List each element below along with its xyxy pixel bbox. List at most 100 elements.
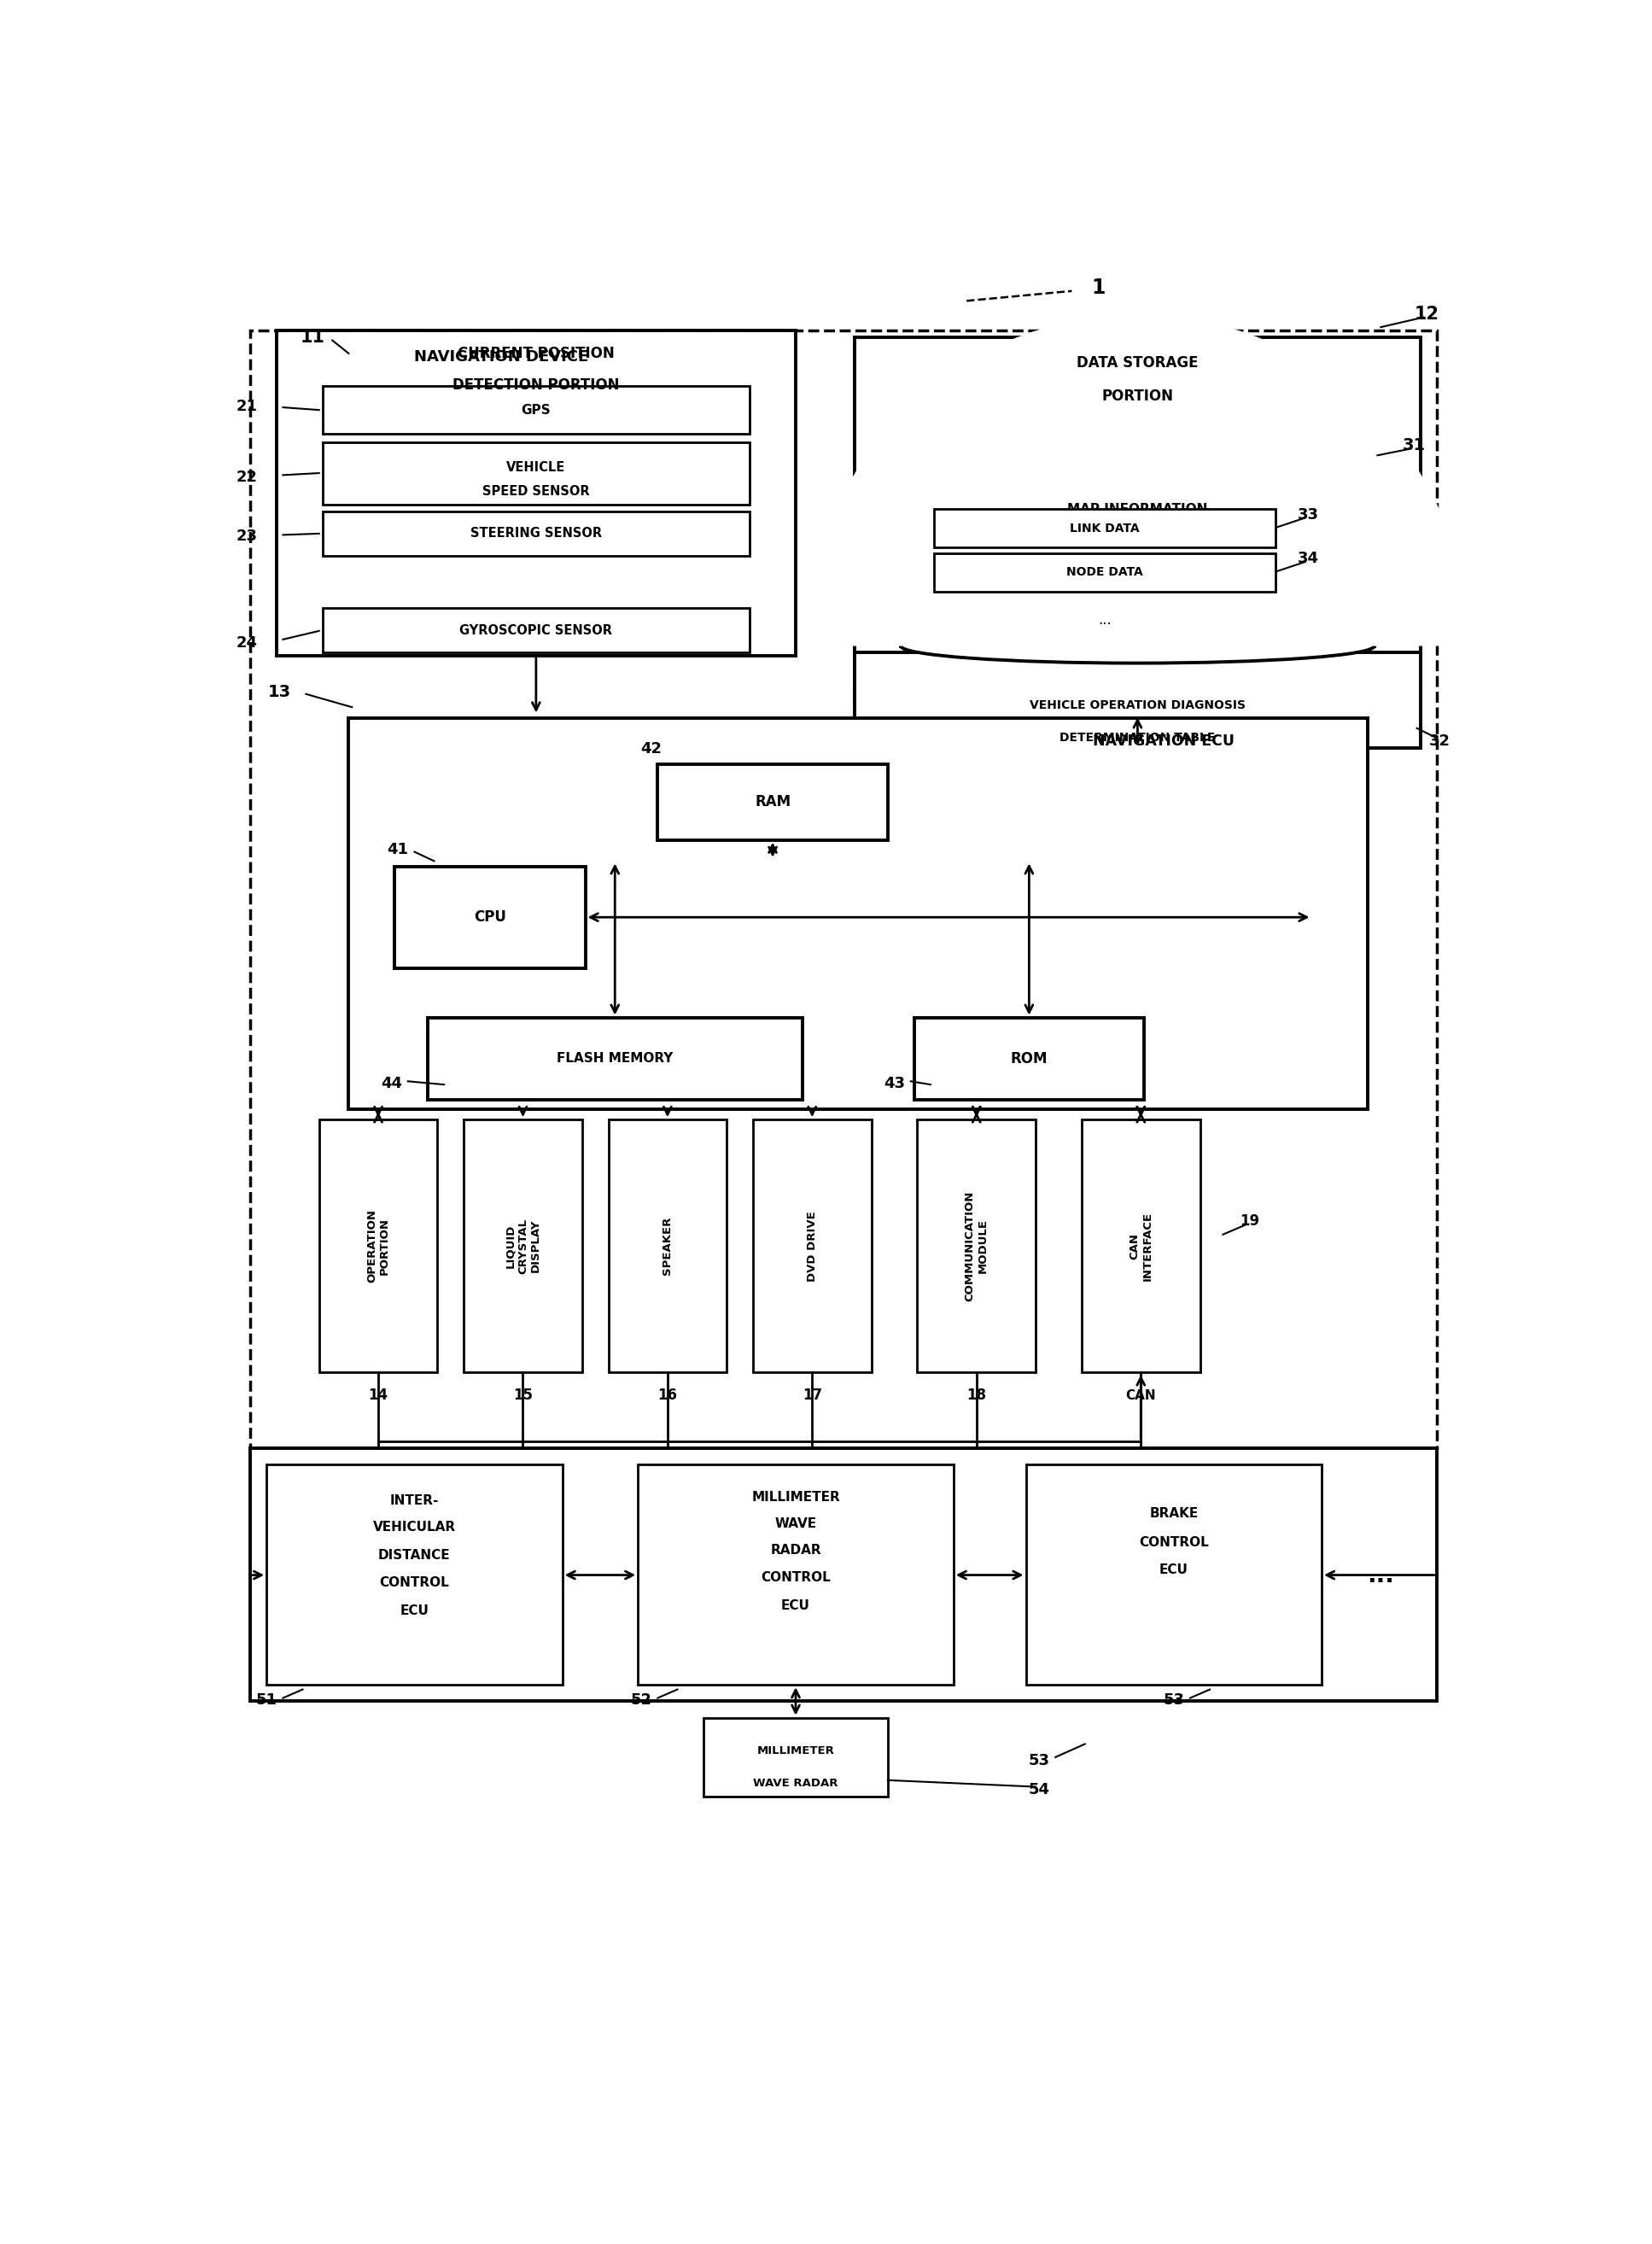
Bar: [249, 330, 1437, 1447]
Text: 17: 17: [803, 1387, 823, 1402]
Text: CAN
INTERFACE: CAN INTERFACE: [1128, 1212, 1153, 1281]
Bar: [608, 1120, 727, 1373]
Text: CONTROL: CONTROL: [762, 1571, 831, 1584]
Text: 53: 53: [1028, 1753, 1049, 1768]
Bar: [266, 1465, 562, 1685]
Text: 53: 53: [1163, 1692, 1184, 1708]
Bar: [933, 509, 1275, 548]
Text: VEHICULAR: VEHICULAR: [373, 1521, 456, 1533]
Text: 15: 15: [514, 1387, 532, 1402]
Bar: [1082, 1120, 1199, 1373]
Bar: [349, 718, 1368, 1109]
Text: WAVE: WAVE: [775, 1517, 816, 1530]
Text: 16: 16: [657, 1387, 677, 1402]
Text: LIQUID
CRYSTAL
DISPLAY: LIQUID CRYSTAL DISPLAY: [504, 1218, 542, 1275]
Bar: [704, 1717, 887, 1797]
Text: 1: 1: [1090, 278, 1105, 298]
Bar: [900, 447, 1374, 646]
Bar: [854, 337, 1421, 689]
Bar: [395, 866, 585, 967]
Text: 34: 34: [1298, 550, 1320, 565]
Text: VEHICLE OPERATION DIAGNOSIS: VEHICLE OPERATION DIAGNOSIS: [1029, 700, 1246, 711]
Text: 32: 32: [1429, 734, 1450, 749]
Bar: [322, 386, 750, 433]
Bar: [753, 1120, 871, 1373]
Text: 51: 51: [256, 1692, 278, 1708]
Text: DVD DRIVE: DVD DRIVE: [806, 1212, 818, 1281]
Text: 14: 14: [368, 1387, 388, 1402]
Text: MILLIMETER: MILLIMETER: [757, 1746, 834, 1757]
Bar: [464, 1120, 582, 1373]
Bar: [933, 554, 1275, 592]
Text: NODE DATA: NODE DATA: [1066, 565, 1143, 579]
Text: CONTROL: CONTROL: [1138, 1535, 1209, 1548]
Text: ECU: ECU: [781, 1600, 809, 1613]
Text: COMMUNICATION
MODULE: COMMUNICATION MODULE: [965, 1192, 988, 1302]
Text: RAM: RAM: [755, 794, 791, 810]
Text: 22: 22: [236, 469, 258, 485]
Bar: [428, 1017, 803, 1100]
Text: PORTION: PORTION: [1102, 388, 1173, 404]
Text: DETERMINATION TABLE: DETERMINATION TABLE: [1059, 732, 1216, 745]
Wedge shape: [806, 314, 1469, 646]
Bar: [917, 1120, 1036, 1373]
Text: SPEED SENSOR: SPEED SENSOR: [482, 485, 590, 498]
Text: 11: 11: [301, 328, 325, 346]
Text: ...: ...: [1099, 613, 1112, 628]
Text: MAP INFORMATION: MAP INFORMATION: [1067, 503, 1208, 516]
Bar: [638, 1465, 953, 1685]
Text: NAVIGATION ECU: NAVIGATION ECU: [1094, 734, 1234, 749]
Text: 33: 33: [1298, 507, 1320, 523]
Text: SPEAKER: SPEAKER: [662, 1216, 672, 1275]
Text: 54: 54: [1028, 1782, 1049, 1797]
Text: NAVIGATION DEVICE: NAVIGATION DEVICE: [415, 350, 588, 364]
Text: INTER-: INTER-: [390, 1495, 439, 1508]
Text: 52: 52: [631, 1692, 653, 1708]
Text: FLASH MEMORY: FLASH MEMORY: [557, 1052, 672, 1066]
Text: CPU: CPU: [474, 909, 506, 925]
Bar: [322, 512, 750, 557]
Text: ROM: ROM: [1011, 1050, 1047, 1066]
Text: MILLIMETER: MILLIMETER: [752, 1490, 839, 1503]
Bar: [914, 1017, 1145, 1100]
Bar: [319, 1120, 438, 1373]
Text: ECU: ECU: [400, 1604, 430, 1618]
Bar: [854, 653, 1421, 747]
Text: DISTANCE: DISTANCE: [378, 1548, 451, 1562]
Ellipse shape: [900, 628, 1374, 664]
Text: ...: ...: [1368, 1564, 1394, 1587]
Text: 21: 21: [236, 399, 258, 413]
Text: ECU: ECU: [1160, 1564, 1188, 1575]
Text: DATABASE: DATABASE: [1100, 557, 1176, 568]
Text: 43: 43: [884, 1075, 905, 1091]
Text: 24: 24: [236, 635, 258, 651]
Text: VEHICLE: VEHICLE: [507, 460, 565, 473]
Text: DETECTION PORTION: DETECTION PORTION: [453, 377, 620, 393]
Bar: [276, 330, 796, 655]
Text: 44: 44: [380, 1075, 401, 1091]
Text: 12: 12: [1414, 305, 1439, 323]
Text: DATA STORAGE: DATA STORAGE: [1077, 355, 1198, 370]
Text: CONTROL: CONTROL: [380, 1578, 449, 1589]
Text: STEERING SENSOR: STEERING SENSOR: [471, 527, 601, 541]
Ellipse shape: [900, 429, 1374, 462]
Text: CAN: CAN: [1125, 1389, 1156, 1402]
Bar: [322, 608, 750, 653]
Bar: [657, 765, 887, 839]
Text: CURRENT POSITION: CURRENT POSITION: [458, 346, 615, 361]
Bar: [322, 442, 750, 505]
Text: 19: 19: [1239, 1214, 1259, 1230]
Text: 18: 18: [966, 1387, 986, 1402]
Text: 13: 13: [268, 684, 291, 700]
Bar: [249, 1447, 1437, 1701]
Text: 31: 31: [1403, 438, 1426, 453]
Text: OPERATION
PORTION: OPERATION PORTION: [367, 1210, 390, 1284]
Text: WAVE RADAR: WAVE RADAR: [753, 1777, 838, 1788]
Text: 23: 23: [236, 530, 258, 543]
Text: BRAKE: BRAKE: [1150, 1508, 1198, 1521]
Text: GYROSCOPIC SENSOR: GYROSCOPIC SENSOR: [459, 624, 613, 637]
Text: 41: 41: [387, 842, 408, 857]
Text: 42: 42: [641, 741, 662, 756]
Text: GPS: GPS: [522, 404, 550, 417]
Bar: [1026, 1465, 1322, 1685]
